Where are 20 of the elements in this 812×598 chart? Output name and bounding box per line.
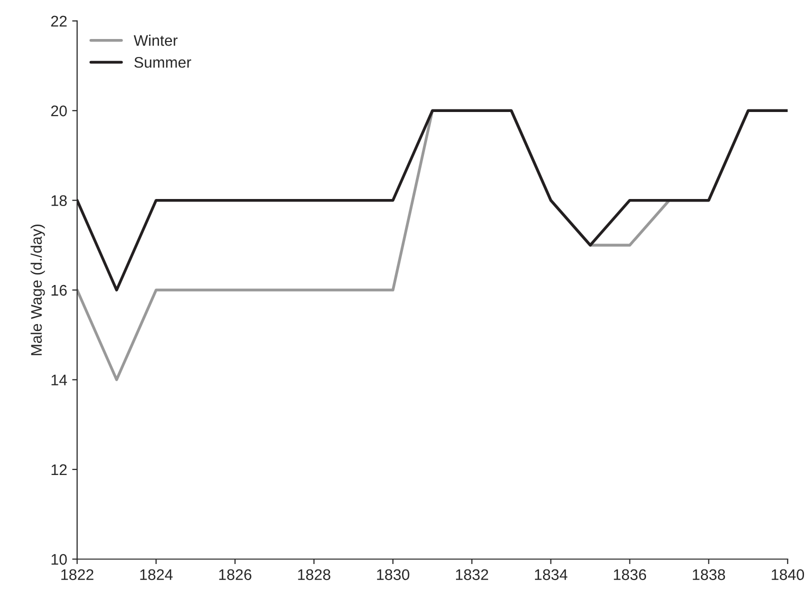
x-tick-label: 1840 [772, 569, 804, 580]
x-tick-label: 1824 [140, 569, 173, 580]
y-tick-label: 14 [52, 374, 67, 386]
x-tick-label: 1834 [534, 569, 568, 580]
y-tick-label: 18 [52, 195, 67, 206]
legend-label: Summer [134, 56, 192, 68]
x-tick-label: 1822 [61, 569, 94, 580]
y-tick-label: 10 [52, 554, 67, 565]
y-tick-label: 20 [51, 106, 67, 116]
y-tick-label: 12 [52, 464, 67, 475]
y-tick-label: 22 [51, 16, 67, 26]
y-axis-title: Male Wage (d./day) [30, 224, 45, 356]
x-tick-label: 1826 [219, 569, 252, 580]
x-tick-label: 1830 [377, 569, 410, 580]
x-tick-label: 1838 [692, 569, 726, 580]
x-tick-label: 1832 [456, 569, 488, 580]
legend-label: Winter [134, 34, 178, 46]
x-tick-label: 1836 [614, 569, 646, 580]
y-tick-label: 16 [52, 284, 67, 296]
x-tick-label: 1828 [298, 569, 330, 580]
